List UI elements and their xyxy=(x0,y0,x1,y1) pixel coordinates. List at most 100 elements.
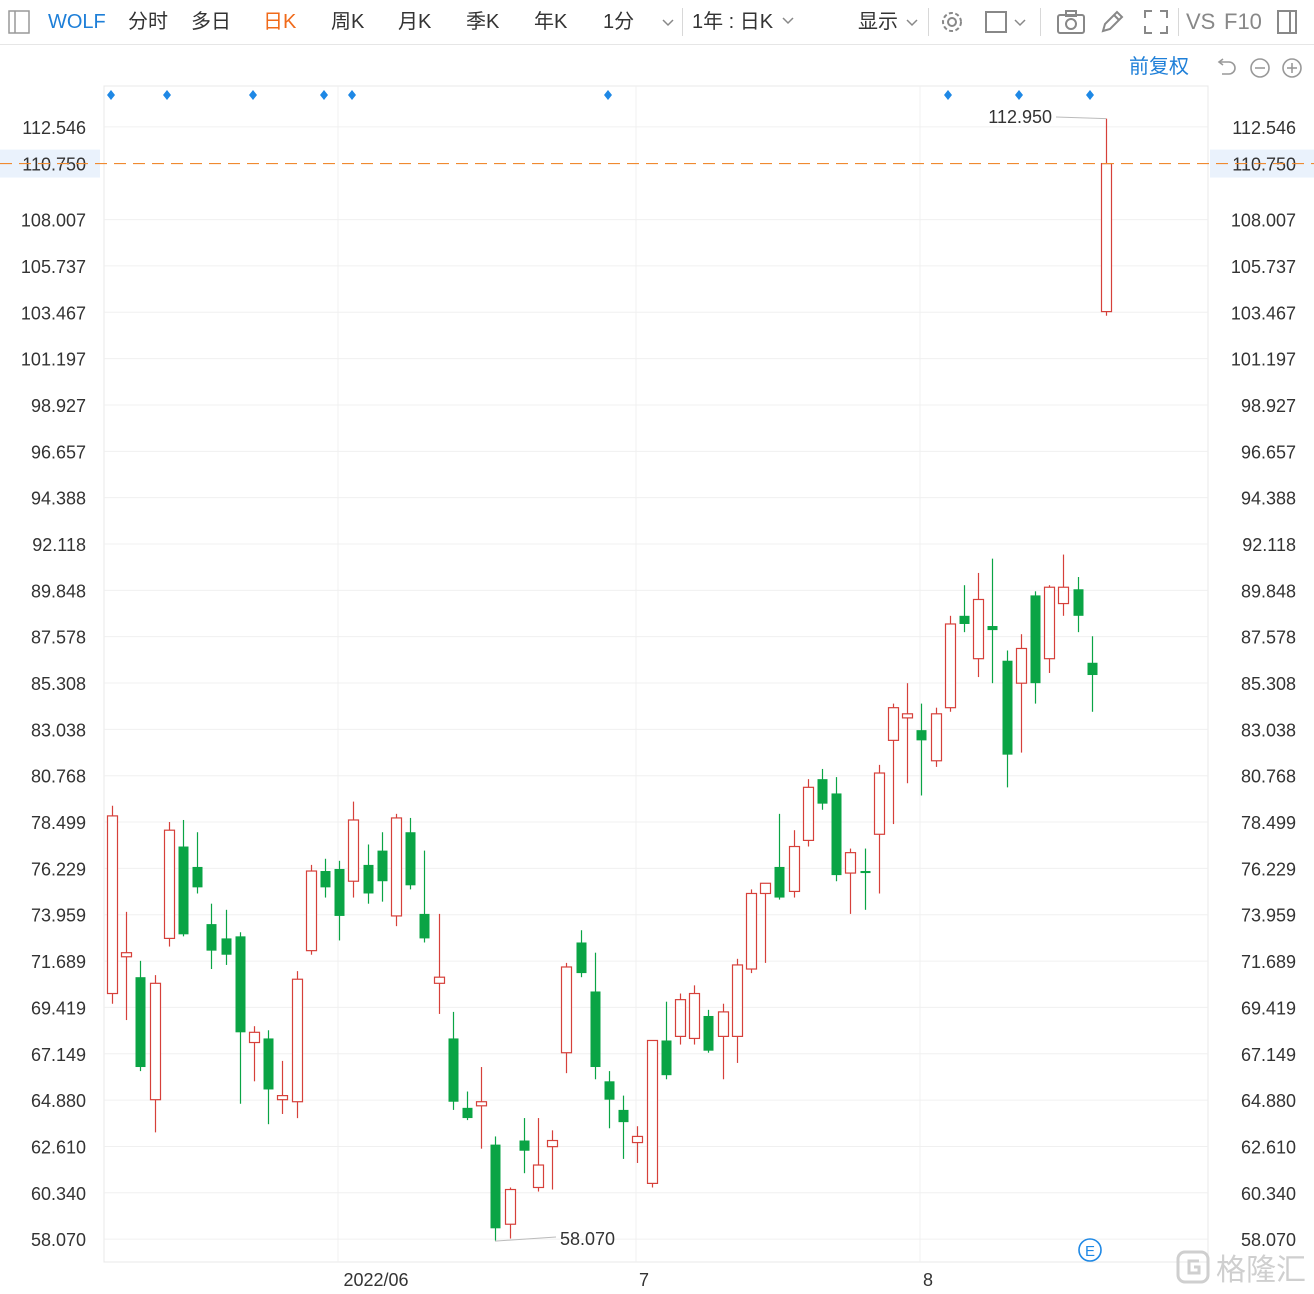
event-markers xyxy=(107,90,1094,100)
f10-button[interactable]: F10 xyxy=(1224,9,1262,34)
symbol-label[interactable]: WOLF xyxy=(48,11,106,33)
vs-compare-button[interactable]: VS xyxy=(1186,9,1216,34)
candle xyxy=(844,848,857,914)
candle xyxy=(206,903,217,970)
candle xyxy=(817,768,828,810)
candle-body xyxy=(944,623,957,709)
tab-yearly-k[interactable]: 年K xyxy=(534,11,568,33)
event-diamond-icon xyxy=(1086,90,1094,100)
candle-body xyxy=(1030,595,1041,684)
candle-body xyxy=(731,964,744,1037)
candle-body xyxy=(519,1140,530,1151)
candle-body xyxy=(163,829,176,939)
chart-toolbar: WOLF 分时 多日 日K 周K 月K 季K 年K 1分 1年 : 日K 显示 … xyxy=(0,0,1314,45)
tab-daily-k[interactable]: 日K xyxy=(263,11,297,33)
y-tick-label: 62.610 xyxy=(31,1137,86,1157)
chevron-down-icon[interactable] xyxy=(1012,14,1028,30)
y-tick-label: 69.419 xyxy=(1241,998,1296,1018)
watermark-icon xyxy=(1176,1250,1210,1284)
camera-icon[interactable] xyxy=(1056,8,1086,36)
y-axis-right: 112.546 110.750 108.007 105.737 103.467 101.1… xyxy=(1210,118,1314,1250)
y-tick-label: 92.118 xyxy=(32,535,86,555)
tab-1min[interactable]: 1分 xyxy=(603,11,635,33)
candle-body xyxy=(248,1031,261,1044)
y-tick-label: 69.419 xyxy=(31,998,86,1018)
y-tick-label: 67.149 xyxy=(1241,1045,1296,1065)
candle xyxy=(532,1118,545,1192)
y-tick-label: 96.657 xyxy=(31,442,86,462)
x-tick-label: 7 xyxy=(639,1270,649,1290)
candle xyxy=(731,958,744,1063)
candle xyxy=(192,832,203,894)
tab-quarterly-k[interactable]: 季K xyxy=(466,11,500,33)
y-tick-label: 73.959 xyxy=(1241,906,1296,926)
candle-body xyxy=(419,913,430,939)
chevron-down-icon[interactable] xyxy=(904,14,920,30)
y-tick-label: 76.229 xyxy=(1241,859,1296,879)
event-diamond-icon xyxy=(1015,90,1023,100)
candle-body xyxy=(221,938,232,955)
y-tick-label: 87.578 xyxy=(31,628,86,648)
y-axis-left: 112.546 110.750 108.007 105.737 103.467 101.1… xyxy=(0,118,100,1250)
candle xyxy=(120,911,133,1021)
tab-fenshi[interactable]: 分时 xyxy=(128,11,168,33)
candle xyxy=(519,1118,530,1174)
y-tick-label: 98.927 xyxy=(1241,396,1296,416)
fullscreen-icon[interactable] xyxy=(1142,8,1170,36)
y-tick-label: 103.467 xyxy=(1231,303,1296,323)
y-tick-label: 89.848 xyxy=(31,581,86,601)
candle xyxy=(788,830,801,898)
candle xyxy=(305,864,318,955)
candle-body xyxy=(590,991,601,1068)
candle-body xyxy=(844,852,857,874)
chevron-down-icon[interactable] xyxy=(780,12,796,28)
sidebar-toggle-icon[interactable] xyxy=(8,10,30,34)
candle-body xyxy=(504,1188,517,1225)
y-tick-label: 78.499 xyxy=(1241,813,1296,833)
candle-body xyxy=(688,992,701,1040)
chart-grid xyxy=(103,85,1209,1263)
toolbar-divider xyxy=(1178,8,1179,36)
square-draw-icon[interactable] xyxy=(984,8,1010,36)
panel-toggle-icon[interactable] xyxy=(1276,8,1298,36)
candle-body xyxy=(873,772,886,835)
y-tick-label: 105.737 xyxy=(21,257,86,277)
candle xyxy=(135,960,146,1072)
gear-icon[interactable] xyxy=(938,8,966,36)
undo-icon[interactable] xyxy=(1214,56,1238,80)
candle-body xyxy=(305,870,318,952)
candle xyxy=(106,805,119,1004)
high-price-label: 112.950 xyxy=(988,107,1052,127)
y-tick-label: 96.657 xyxy=(1241,442,1296,462)
high-leader-line xyxy=(1055,116,1107,120)
x-tick-label: 2022/06 xyxy=(343,1270,408,1290)
display-menu[interactable]: 显示 xyxy=(858,11,898,33)
tab-multiday[interactable]: 多日 xyxy=(191,11,231,33)
candle-body xyxy=(1015,647,1028,684)
price-overlay: 112.950 58.070 E xyxy=(0,107,1314,1262)
candle xyxy=(276,1060,289,1114)
candle xyxy=(448,1011,459,1110)
adjust-mode-button[interactable]: 前复权 xyxy=(1129,56,1189,78)
candle-body xyxy=(631,1135,644,1144)
candle-body xyxy=(1043,586,1056,660)
pencil-icon[interactable] xyxy=(1098,8,1126,36)
y-tick-label: 83.038 xyxy=(1241,720,1296,740)
tab-monthly-k[interactable]: 月K xyxy=(398,11,432,33)
y-tick-label: 101.197 xyxy=(21,350,86,370)
period-selector[interactable]: 1年 : 日K xyxy=(692,11,774,33)
zoom-out-icon[interactable] xyxy=(1248,56,1272,80)
y-tick-label: 108.007 xyxy=(1231,211,1296,231)
candle xyxy=(987,558,998,684)
y-tick-label: 80.768 xyxy=(1241,767,1296,787)
candle xyxy=(405,817,416,890)
zoom-in-icon[interactable] xyxy=(1280,56,1304,80)
event-diamond-icon xyxy=(107,90,115,100)
chevron-down-icon[interactable] xyxy=(660,14,676,30)
y-tick-label: 110.750 xyxy=(1232,155,1296,175)
tab-weekly-k[interactable]: 周K xyxy=(331,11,365,33)
candle xyxy=(873,764,886,894)
y-tick-label: 76.229 xyxy=(31,859,86,879)
candle-body xyxy=(1057,586,1070,605)
